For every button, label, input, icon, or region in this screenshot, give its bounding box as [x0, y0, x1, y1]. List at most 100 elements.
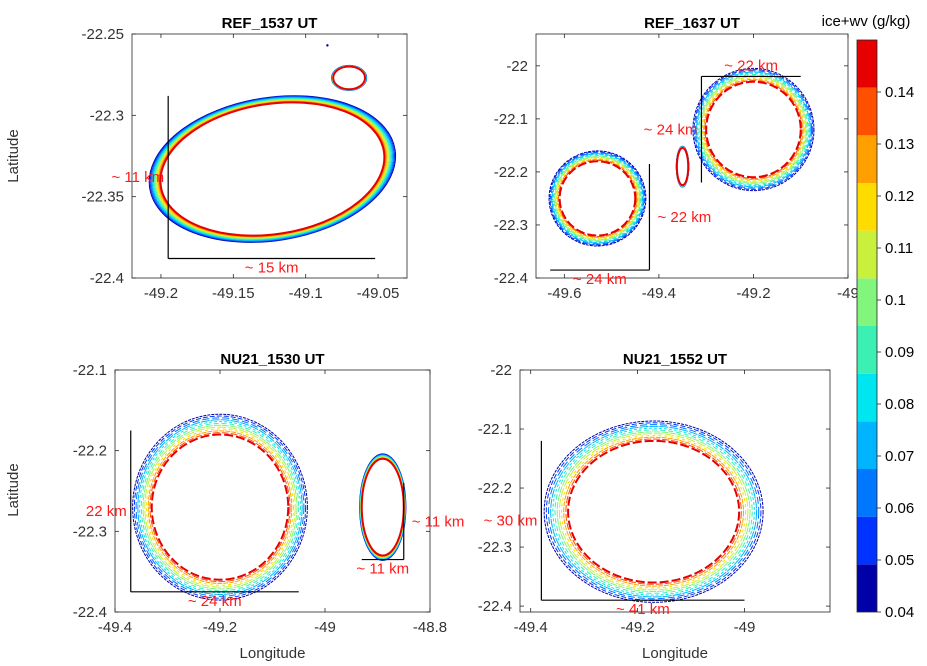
contour-plot: [148, 44, 397, 260]
contour-line: [675, 147, 690, 187]
scale-annotation: ~ 11 km: [412, 513, 465, 530]
contour-line: [699, 75, 808, 184]
scale-annotation: ~ 22 km: [657, 209, 711, 226]
contour-line: [563, 436, 744, 587]
contour-group: [675, 145, 690, 188]
contour-line: [144, 426, 296, 588]
contour-line: [565, 438, 742, 585]
y-axis-label: Latitude: [5, 463, 22, 516]
x-tick-label: -49.2: [203, 619, 237, 636]
scale-annotation: ~ 24 km: [644, 121, 698, 138]
contour-line: [692, 67, 815, 192]
contour-group: [543, 420, 764, 603]
axes-box: [131, 33, 408, 279]
panel-title: REF_1637 UT: [644, 15, 740, 32]
y-tick-label: -22.3: [90, 107, 124, 124]
contour-line: [698, 73, 809, 186]
contour-line: [703, 78, 804, 181]
contour-line: [137, 419, 303, 596]
colorbar: 0.04 0.05 0.06 0.07 0.08 0.09 0.1 0.11 0.12 0.13 0…: [822, 13, 915, 621]
contour-line: [550, 425, 758, 598]
x-tick-label: -49.4: [98, 619, 132, 636]
contour-line: [332, 65, 367, 91]
scale-annotation: ~ 30 km: [484, 513, 538, 530]
axes-box: [519, 369, 831, 613]
y-tick-label: -22.1: [73, 362, 107, 379]
y-tick-label: -22.3: [494, 217, 528, 234]
colorbar-tick-label: 0.1: [885, 292, 906, 309]
contour-line: [147, 430, 293, 584]
colorbar-tick-label: 0.05: [885, 552, 914, 569]
contour-line: [556, 157, 639, 239]
panel-title: NU21_1552 UT: [623, 351, 727, 368]
colorbar-tick-label: 0.07: [885, 448, 914, 465]
contour-line: [549, 151, 646, 246]
colorbar-segment: [857, 421, 877, 469]
y-tick-label: -22: [490, 362, 512, 379]
contour-line: [156, 100, 388, 238]
contour-line: [139, 421, 301, 594]
contour-line: [554, 429, 753, 594]
contour-line: [553, 155, 642, 242]
colorbar-segment: [857, 326, 877, 374]
contour-line: [133, 415, 307, 599]
y-tick-label: -22.1: [494, 111, 528, 128]
contour-line: [548, 424, 760, 600]
colorbar-tick-label: 0.04: [885, 604, 914, 621]
colorbar-segment: [857, 87, 877, 136]
x-tick-label: -49: [837, 285, 859, 302]
contour-line: [705, 80, 802, 179]
contour-line: [696, 71, 811, 188]
contour-line: [556, 431, 751, 592]
x-tick-label: -49.1: [289, 285, 323, 302]
x-tick-label: -48.8: [413, 619, 447, 636]
colorbar-segment: [857, 183, 877, 231]
colorbar-tick-label: 0.12: [885, 188, 914, 205]
contour-line: [135, 417, 305, 597]
contour-line: [140, 422, 300, 592]
contour-line: [697, 72, 810, 187]
contour-line: [543, 420, 764, 603]
contour-line: [550, 152, 645, 245]
scale-annotation: ~ 15 km: [245, 259, 299, 276]
colorbar-segment: [857, 469, 877, 517]
contour-plot: [130, 413, 407, 601]
contour-group: [132, 413, 308, 601]
x-tick-label: -49.4: [642, 285, 676, 302]
scale-annotation: 22 km: [86, 503, 127, 520]
colorbar-segment: [857, 230, 877, 279]
contour-line: [157, 100, 387, 238]
contour-line: [693, 69, 814, 190]
contour-line: [704, 80, 803, 179]
y-tick-label: -22.2: [494, 164, 528, 181]
contour-line: [149, 432, 291, 583]
contour-plot: [548, 67, 815, 271]
panel-title: REF_1537 UT: [222, 15, 318, 32]
contour-line: [548, 150, 647, 247]
y-axis-label: Latitude: [5, 129, 22, 182]
y-tick-label: -22.3: [73, 523, 107, 540]
y-tick-label: -22.25: [81, 26, 124, 43]
contour-line: [360, 457, 405, 557]
x-axis-label: Longitude: [240, 645, 306, 662]
y-tick-label: -22.1: [478, 421, 512, 438]
y-tick-label: -22.4: [494, 270, 528, 287]
y-tick-label: -22.2: [73, 443, 107, 460]
panel-3: -49.4 -49.2 -49 -48.8 -22.1 -22.2 -22.3 -22.4 NU…: [5, 351, 464, 662]
contour-line: [551, 153, 644, 244]
contour-group: [148, 95, 397, 243]
contour-plot: [540, 420, 764, 603]
y-tick-label: -22.4: [73, 604, 107, 621]
contour-line: [132, 413, 308, 601]
x-tick-label: -49: [734, 619, 756, 636]
y-tick-label: -22.2: [478, 480, 512, 497]
colorbar-segment: [857, 40, 877, 88]
colorbar-segment: [857, 373, 877, 422]
colorbar-segment: [857, 564, 877, 612]
contour-line: [558, 160, 637, 237]
contour-line: [700, 76, 807, 183]
panel-4: -49.4 -49.2 -49 -22 -22.1 -22.2 -22.3 -22.4 NU21…: [478, 351, 831, 662]
contour-line: [159, 101, 386, 237]
contour-line: [552, 154, 643, 243]
